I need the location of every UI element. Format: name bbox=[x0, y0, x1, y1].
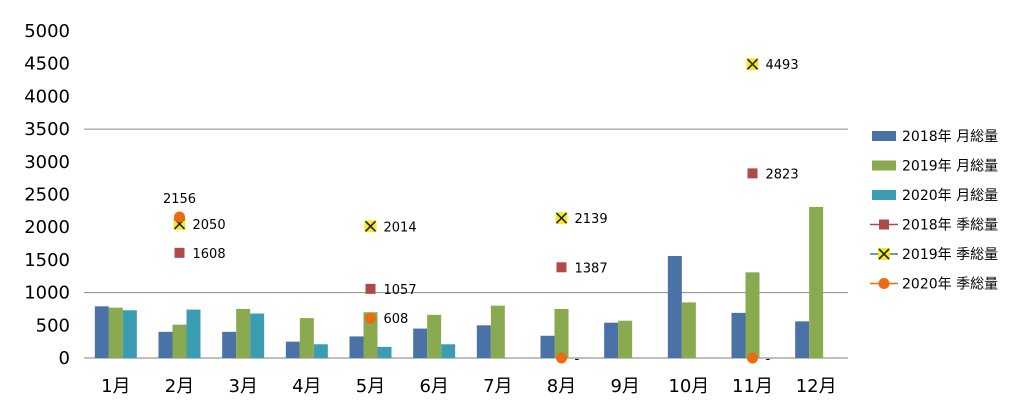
bar bbox=[363, 312, 378, 358]
bar bbox=[809, 206, 824, 358]
y-tick-label: 500 bbox=[36, 315, 70, 336]
y-tick-label: 1500 bbox=[24, 250, 70, 271]
data-label: - bbox=[575, 352, 580, 367]
marker-point-stroke bbox=[364, 220, 377, 232]
bar bbox=[667, 255, 682, 358]
marker-point-stroke bbox=[555, 212, 568, 224]
bar bbox=[745, 272, 760, 358]
legend-swatch bbox=[872, 160, 896, 171]
marker-point bbox=[365, 312, 376, 324]
bar bbox=[349, 336, 364, 358]
data-label: 4493 bbox=[766, 58, 799, 73]
y-tick-label: 0 bbox=[59, 348, 70, 369]
bar bbox=[681, 302, 696, 358]
bar bbox=[476, 325, 491, 358]
y-tick-label: 1000 bbox=[24, 283, 70, 304]
legend-label: 2020年 月総量 bbox=[902, 188, 998, 204]
y-tick-label: 3000 bbox=[24, 152, 70, 173]
x-tick-label: 3月 bbox=[228, 376, 257, 397]
bar bbox=[299, 318, 314, 358]
bar bbox=[285, 341, 300, 358]
data-label: - bbox=[766, 352, 771, 367]
marker-point-stroke bbox=[746, 58, 759, 70]
bar bbox=[618, 320, 633, 358]
y-tick-label: 2000 bbox=[24, 217, 70, 238]
x-tick-label: 6月 bbox=[419, 376, 448, 397]
bar bbox=[490, 305, 505, 358]
x-tick-label: 7月 bbox=[483, 376, 512, 397]
marker-point bbox=[174, 247, 185, 258]
y-tick-label: 2500 bbox=[24, 185, 70, 206]
marker-point bbox=[174, 211, 185, 223]
bar bbox=[158, 331, 173, 358]
y-tick-label: 4000 bbox=[24, 86, 70, 107]
data-label: 1608 bbox=[193, 247, 226, 262]
bar bbox=[313, 344, 328, 358]
x-tick-label: 2月 bbox=[165, 376, 194, 397]
legend-label: 2020年 季総量 bbox=[902, 277, 998, 293]
marker-point bbox=[747, 352, 758, 364]
legend-label: 2019年 季総量 bbox=[902, 247, 998, 263]
legend-label: 2018年 月総量 bbox=[902, 129, 998, 145]
x-tick-label: 9月 bbox=[610, 376, 639, 397]
bar bbox=[731, 312, 746, 358]
legend-label: 2018年 季総量 bbox=[902, 218, 998, 234]
legend-marker-stroke bbox=[878, 248, 890, 260]
data-label: 2823 bbox=[766, 167, 799, 182]
bar bbox=[413, 328, 428, 358]
x-tick-label: 11月 bbox=[732, 376, 773, 397]
data-label: 2014 bbox=[384, 220, 417, 235]
legend-swatch bbox=[872, 190, 896, 200]
bar bbox=[222, 331, 237, 358]
data-label: 2050 bbox=[193, 218, 226, 233]
legend-marker bbox=[878, 278, 890, 289]
bar bbox=[236, 308, 251, 358]
data-label: 1387 bbox=[575, 261, 608, 276]
bar bbox=[554, 308, 569, 358]
marker-point bbox=[365, 283, 376, 294]
y-tick-label: 5000 bbox=[24, 21, 70, 42]
bar bbox=[94, 306, 109, 358]
bar bbox=[441, 344, 456, 358]
bar bbox=[250, 313, 265, 358]
legend-swatch bbox=[872, 131, 896, 141]
x-tick-label: 10月 bbox=[668, 376, 709, 397]
data-label: 2156 bbox=[163, 192, 196, 207]
bar bbox=[122, 310, 137, 358]
bar bbox=[186, 309, 201, 358]
bar bbox=[427, 314, 442, 358]
data-label: 2139 bbox=[575, 212, 608, 227]
bar bbox=[604, 322, 619, 358]
x-tick-label: 5月 bbox=[356, 376, 385, 397]
legend-label: 2019年 月総量 bbox=[902, 159, 998, 175]
y-tick-label: 4500 bbox=[24, 54, 70, 75]
marker-point bbox=[556, 262, 567, 273]
x-tick-label: 8月 bbox=[547, 376, 576, 397]
x-tick-label: 1月 bbox=[101, 376, 130, 397]
bar bbox=[108, 307, 123, 358]
x-tick-label: 12月 bbox=[796, 376, 837, 397]
marker-point bbox=[747, 168, 758, 179]
data-label: 1057 bbox=[384, 283, 417, 298]
x-tick-label: 4月 bbox=[292, 376, 321, 397]
bar bbox=[172, 324, 187, 358]
marker-point bbox=[556, 352, 567, 364]
bar bbox=[540, 335, 555, 358]
bar bbox=[795, 321, 810, 358]
y-tick-label: 3500 bbox=[24, 119, 70, 140]
legend-marker bbox=[879, 219, 889, 230]
data-label: 608 bbox=[384, 312, 409, 327]
bar bbox=[377, 346, 392, 358]
